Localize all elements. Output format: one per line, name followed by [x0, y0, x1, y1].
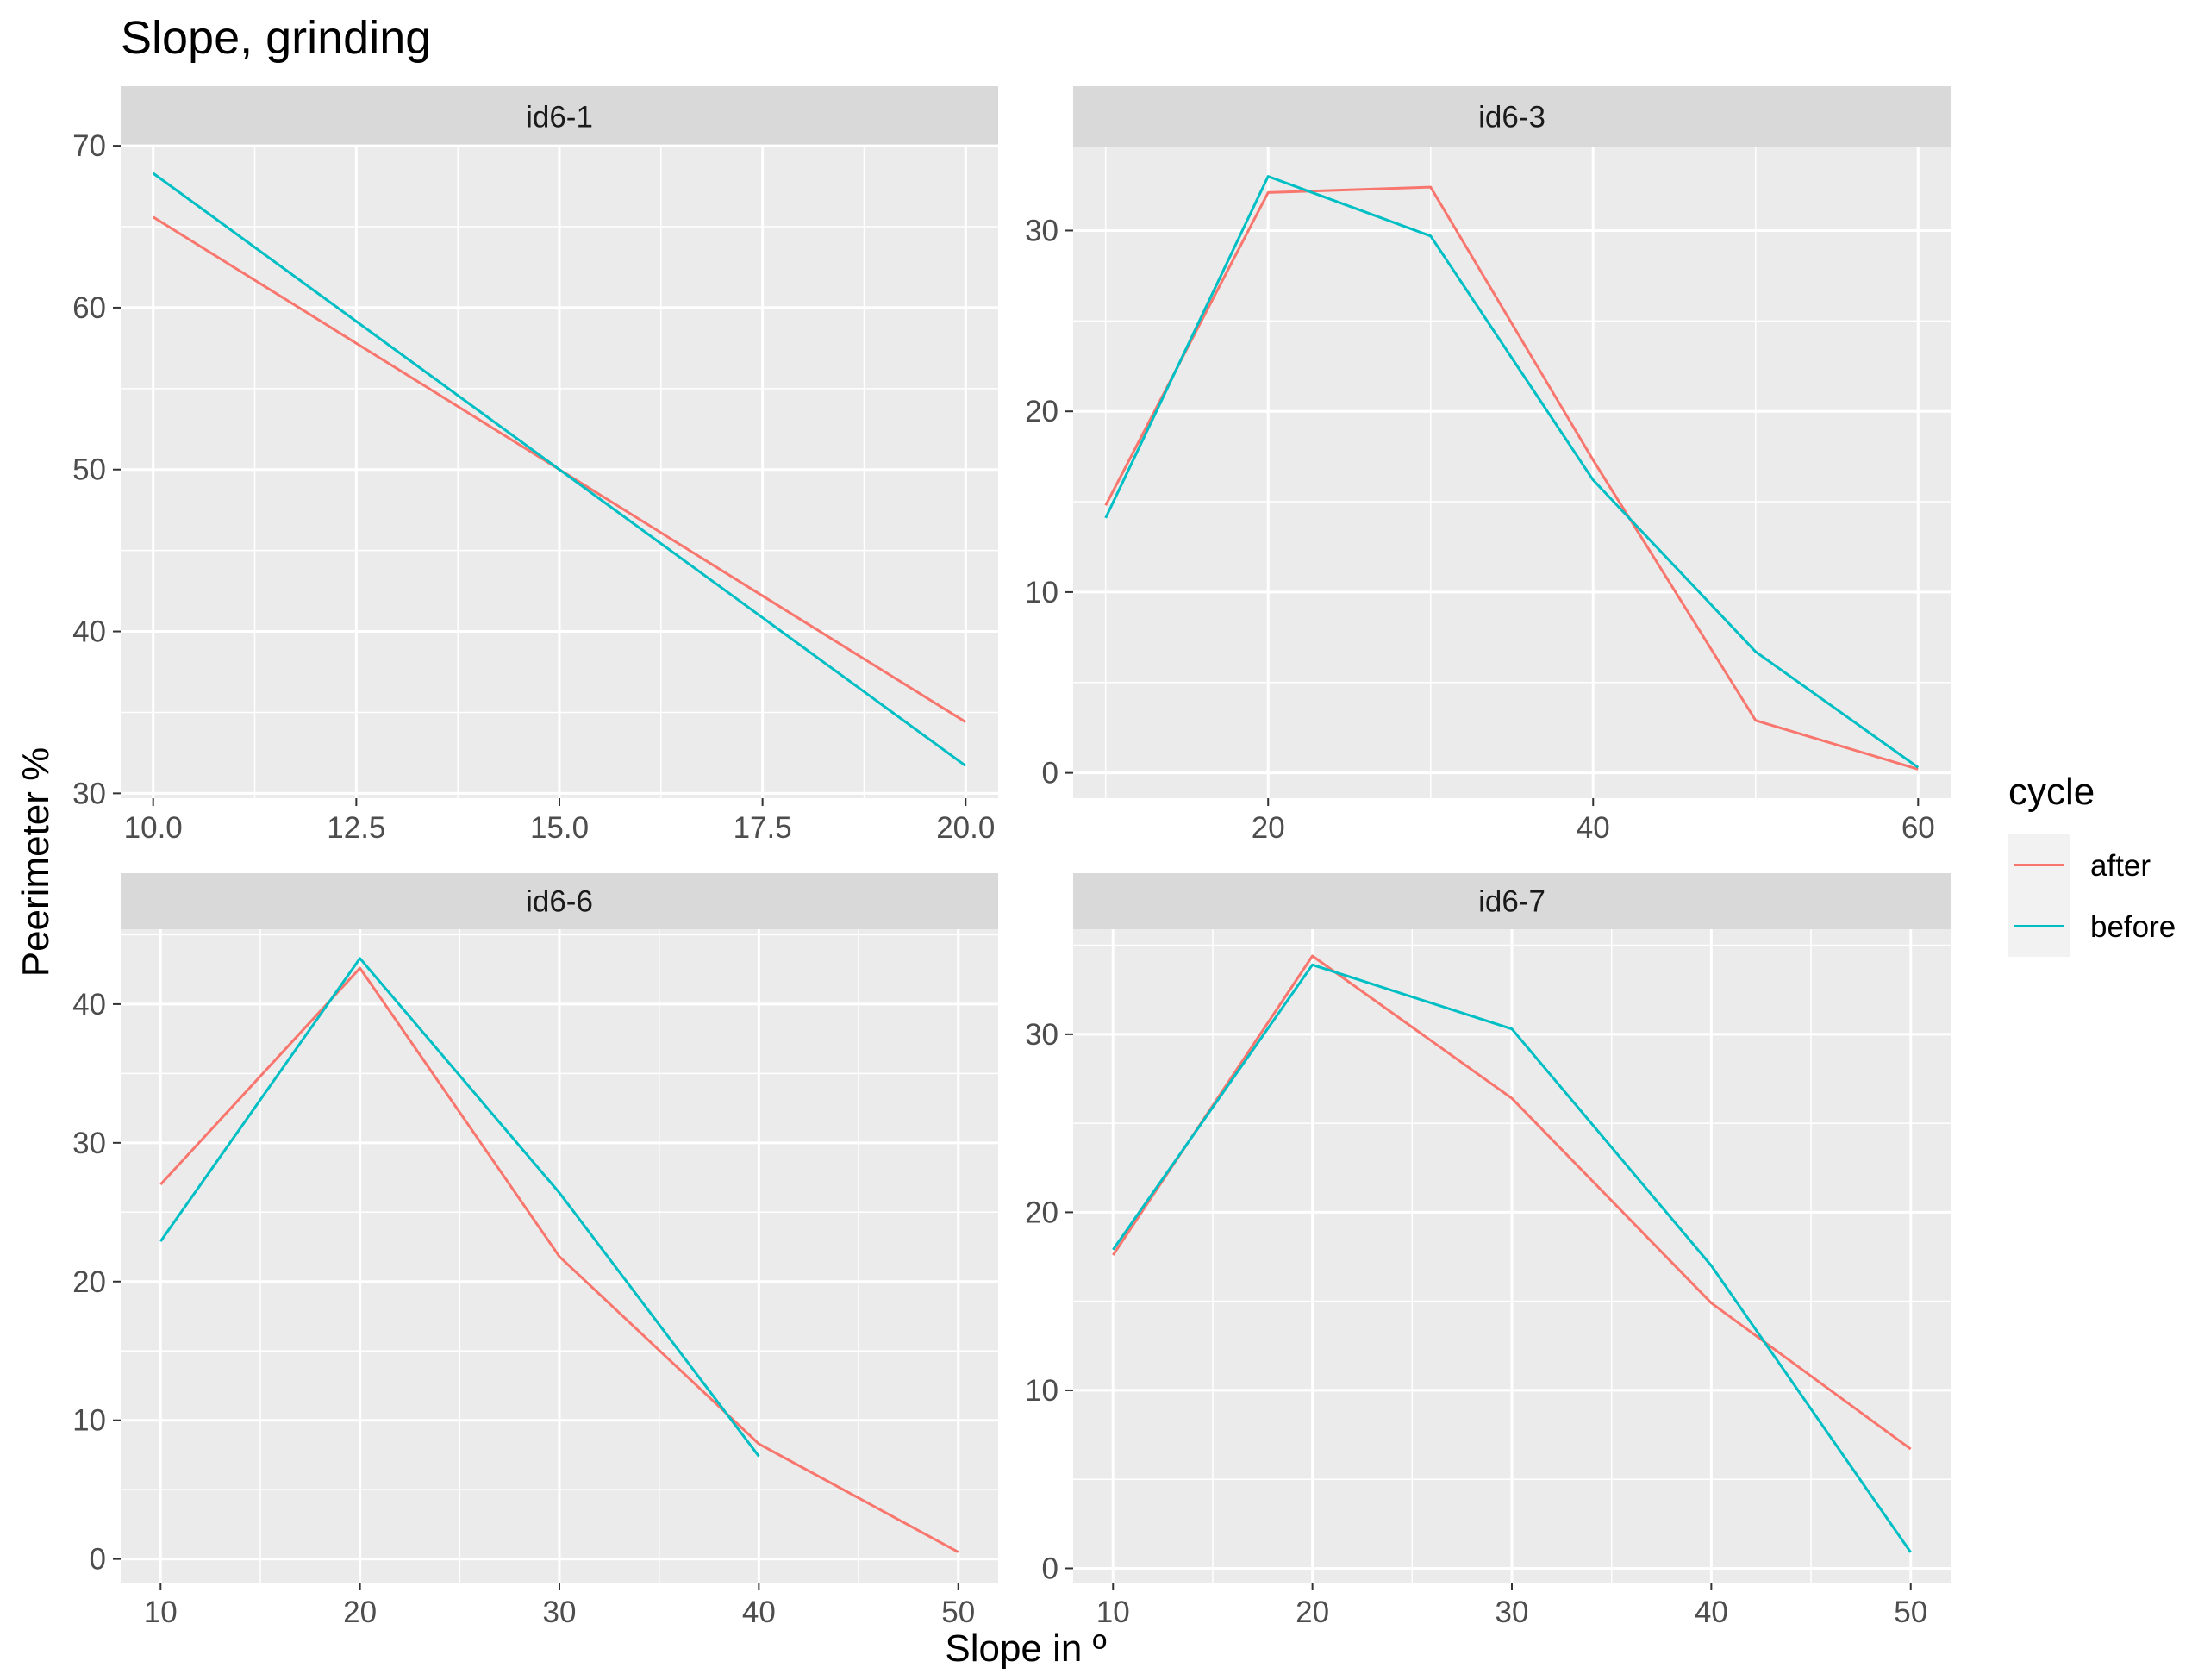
y-tick-label: 20: [72, 1265, 106, 1299]
series-line-before: [1104, 175, 1920, 769]
legend-label-before: before: [2090, 910, 2176, 944]
y-tick-label: 70: [72, 129, 106, 163]
x-tick-label: 12.5: [327, 811, 385, 845]
strip-background: [1073, 873, 1951, 929]
x-axis-title: Slope in º: [945, 1627, 1106, 1670]
panel-id6-7: id6-7 10 20 30 40 50 0 10 20 30: [1025, 873, 1951, 1629]
strip-label: id6-7: [1478, 885, 1545, 919]
y-tick-label: 30: [72, 1127, 106, 1160]
x-tick-label: 50: [941, 1596, 975, 1629]
y-tick-label: 30: [1025, 1018, 1058, 1052]
x-tick-label: 30: [543, 1596, 577, 1629]
y-tick-label: 30: [72, 777, 106, 810]
x-tick-label: 10: [144, 1596, 178, 1629]
x-tick-label: 20: [1252, 811, 1285, 845]
y-tick-label: 20: [1025, 395, 1058, 428]
x-tick-label: 40: [1577, 811, 1610, 845]
y-tick-label: 40: [72, 615, 106, 649]
y-tick-label: 30: [1025, 214, 1058, 247]
y-tick-label: 10: [1025, 576, 1058, 609]
legend-title: cycle: [2008, 771, 2095, 813]
series-line-before: [159, 957, 760, 1458]
strip-background: [121, 86, 998, 147]
legend-entry-before: before: [2008, 896, 2176, 957]
series-line-after: [1104, 185, 1919, 771]
x-tick-label: 20: [1296, 1596, 1329, 1629]
x-tick-label: 15.0: [530, 811, 589, 845]
strip-label: id6-3: [1478, 101, 1545, 134]
series-line-before: [1112, 963, 1912, 1553]
legend: cycle after before: [2008, 771, 2176, 957]
y-tick-label: 0: [90, 1543, 106, 1577]
panel-id6-1: id6-1 10.0 12.5 15.0 17.5 20.0 30 40 50 60 70: [72, 86, 998, 845]
x-tick-label: 17.5: [734, 811, 792, 845]
legend-entry-after: after: [2008, 834, 2151, 896]
y-axis-title: Peerimeter %: [15, 747, 57, 977]
y-tick-label: 60: [72, 291, 106, 325]
x-tick-label: 20.0: [936, 811, 995, 845]
chart-title: Slope, grinding: [121, 12, 431, 64]
panel-id6-6: id6-6 10 20 30 40 50 0 10 20 30 40: [72, 873, 998, 1629]
x-tick-label: 30: [1496, 1596, 1529, 1629]
series-line-after: [1112, 954, 1912, 1451]
panel-id6-3: id6-3 20 40 60 0 10 20 30: [1025, 86, 1951, 845]
y-tick-label: 20: [1025, 1196, 1058, 1229]
y-tick-label: 0: [1042, 757, 1058, 790]
x-tick-label: 40: [1695, 1596, 1728, 1629]
x-tick-label: 60: [1901, 811, 1935, 845]
series-line-after: [159, 966, 959, 1553]
strip-background: [1073, 86, 1951, 147]
series-line-before: [152, 172, 967, 767]
x-tick-label: 10: [1096, 1596, 1130, 1629]
x-tick-label: 20: [343, 1596, 377, 1629]
strip-label: id6-6: [526, 885, 593, 919]
legend-label-after: after: [2090, 849, 2151, 883]
plot-background: [1073, 147, 1951, 798]
y-tick-label: 50: [72, 453, 106, 487]
y-tick-label: 0: [1042, 1552, 1058, 1585]
y-tick-label: 10: [1025, 1374, 1058, 1408]
x-tick-label: 50: [1894, 1596, 1927, 1629]
strip-background: [121, 873, 998, 929]
facet-panels: id6-1 10.0 12.5 15.0 17.5 20.0 30 40 50 60 70 id6-3…: [72, 86, 1951, 1629]
x-tick-label: 10.0: [124, 811, 183, 845]
strip-label: id6-1: [526, 101, 593, 134]
x-tick-label: 40: [742, 1596, 776, 1629]
y-tick-label: 40: [72, 988, 106, 1021]
y-tick-label: 10: [72, 1404, 106, 1438]
